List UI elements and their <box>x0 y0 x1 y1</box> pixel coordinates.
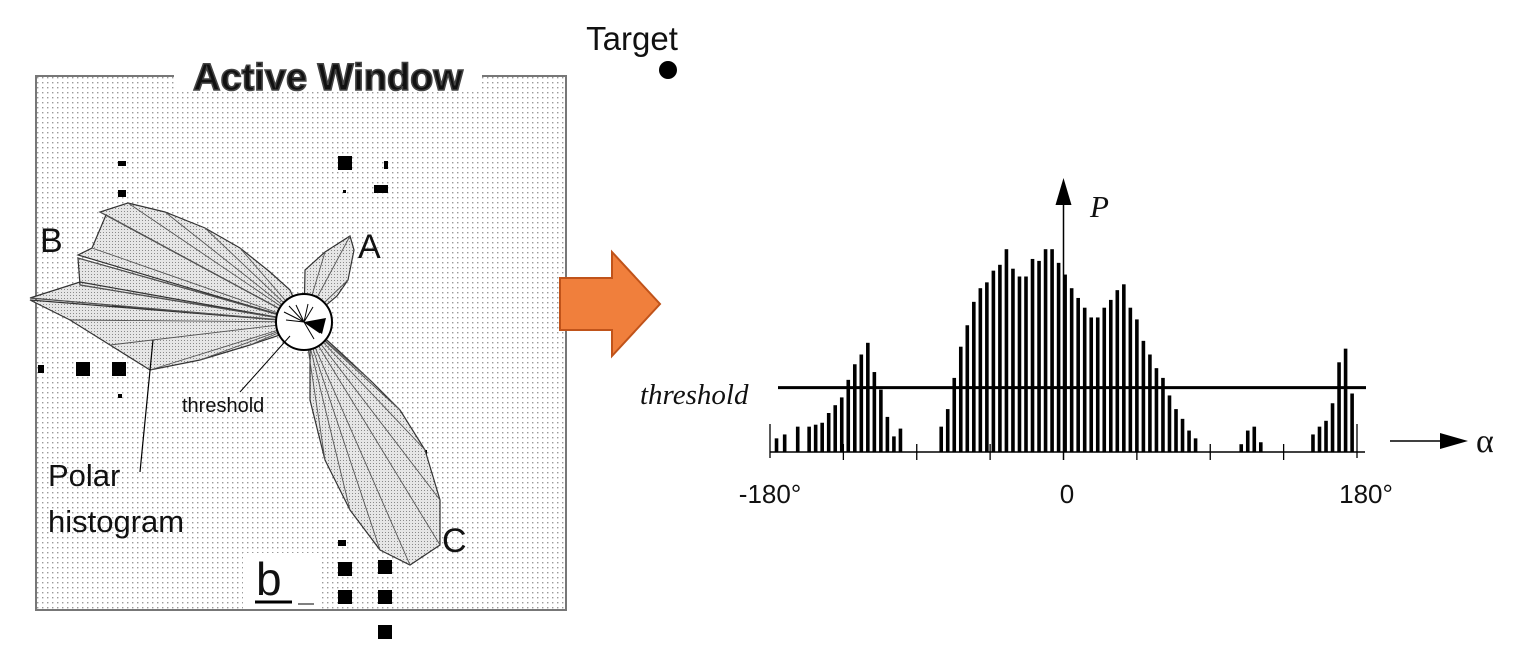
histogram-bar <box>807 426 811 452</box>
histogram-bar <box>1317 426 1322 452</box>
histogram-bar <box>1056 262 1061 452</box>
histogram-bar <box>1030 258 1035 452</box>
tick-label-180: 180° <box>1339 479 1393 509</box>
histogram-bar <box>1252 426 1257 452</box>
histogram-bar <box>1135 319 1139 452</box>
tick-label-0: 0 <box>1060 479 1074 509</box>
y-axis-arrowhead <box>1055 178 1072 205</box>
histogram-bar <box>991 270 996 452</box>
histogram-bar <box>885 416 890 452</box>
center-wedge <box>304 318 326 334</box>
histogram-bar <box>1324 420 1328 452</box>
histogram-bar <box>898 428 903 452</box>
histogram-bar <box>998 264 1002 452</box>
title-gap <box>174 60 482 90</box>
threshold-label-left: threshold <box>182 395 264 417</box>
histogram-bar <box>1161 377 1165 452</box>
histogram-bar <box>1148 354 1152 452</box>
histogram-bar <box>839 397 844 452</box>
histogram-bar <box>1193 438 1198 452</box>
histogram-bar <box>872 372 877 452</box>
threshold-label-right: threshold <box>640 379 749 411</box>
histogram-bar <box>952 377 957 452</box>
histogram-bar <box>1258 442 1263 452</box>
histogram-bar <box>972 301 976 452</box>
histogram-bar <box>1069 288 1074 452</box>
histogram-bar <box>826 413 831 452</box>
histogram-bar <box>1050 249 1054 452</box>
histogram-bar <box>1343 348 1348 452</box>
histogram-bar <box>1311 434 1315 452</box>
histogram-bar <box>1180 418 1185 452</box>
panel-tag: b <box>256 553 282 605</box>
histogram-bar <box>978 288 983 452</box>
transform-arrow <box>559 249 662 359</box>
histogram-bar <box>1350 393 1354 452</box>
histogram-bar <box>774 438 779 452</box>
tick-label-neg180: -180° <box>739 479 801 509</box>
histogram-bar <box>1063 274 1067 452</box>
histogram-bar <box>1011 268 1015 452</box>
histogram-bar <box>1239 444 1244 452</box>
target-label: Target <box>586 20 678 57</box>
histogram-bar <box>892 436 896 452</box>
target-dot <box>659 61 677 79</box>
histogram-bar <box>1154 368 1159 452</box>
histogram-bar <box>1089 317 1094 452</box>
histogram-bar <box>1037 260 1041 452</box>
panel-tag-bg <box>243 553 319 609</box>
alpha-arrowhead <box>1440 433 1468 449</box>
axis-ticks <box>769 424 1358 460</box>
histogram-bar <box>859 354 864 452</box>
histogram-bar <box>1187 430 1191 452</box>
histogram-bar <box>879 389 883 452</box>
histogram-bar <box>833 405 838 452</box>
histogram-bar <box>866 342 870 452</box>
histogram-bar <box>1095 317 1100 452</box>
histogram-bar <box>813 424 818 452</box>
histogram-bar <box>1082 307 1087 452</box>
histogram-bar <box>958 346 963 452</box>
x-axis-label: α <box>1476 423 1494 460</box>
histogram-chart: P α threshold -180° 0 180° <box>640 178 1494 509</box>
y-axis-label: P <box>1089 189 1109 224</box>
histogram-bar <box>1017 276 1022 452</box>
histogram-bar <box>1115 290 1120 452</box>
histogram-bar <box>820 422 824 452</box>
histogram-bar <box>1122 284 1126 452</box>
histogram-bar <box>782 434 787 452</box>
histogram-bar <box>795 426 800 452</box>
threshold-leader <box>239 335 291 393</box>
histogram-bar <box>1102 307 1107 452</box>
center-spokes <box>283 303 321 340</box>
histogram-bar <box>1245 430 1250 452</box>
histogram-bar <box>1167 395 1172 452</box>
histogram-bar <box>852 364 857 452</box>
histogram-bar <box>1174 409 1178 452</box>
polar-histogram-label-line1: Polar <box>48 458 120 493</box>
label-a: A <box>358 228 381 266</box>
label-c: C <box>442 522 467 560</box>
histogram-bar <box>1076 297 1080 452</box>
histogram-bar <box>945 409 950 452</box>
polar-histogram-label-line2: histogram <box>48 504 184 539</box>
histogram-bar <box>1108 299 1113 452</box>
histogram-bar <box>1330 403 1335 452</box>
histogram-bar <box>1004 249 1009 452</box>
histogram-bar <box>985 282 989 452</box>
active-window-title: Active Window <box>193 57 463 99</box>
active-window-panel: Active Window <box>29 56 567 639</box>
polar-leader <box>139 339 154 473</box>
histogram-bar <box>1128 307 1133 452</box>
histogram-bar <box>1024 276 1028 452</box>
target: Target <box>586 20 678 79</box>
histogram-bar <box>1337 362 1341 452</box>
histogram-bar <box>939 426 944 452</box>
histogram-bars <box>774 249 1354 452</box>
histogram-bar <box>846 379 851 452</box>
label-b: B <box>40 222 63 260</box>
histogram-bar <box>1141 340 1146 452</box>
histogram-bar <box>1043 249 1048 452</box>
